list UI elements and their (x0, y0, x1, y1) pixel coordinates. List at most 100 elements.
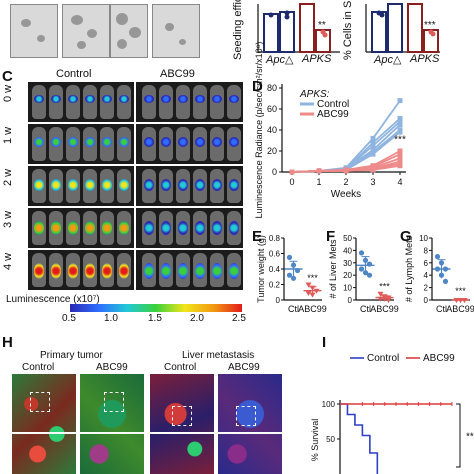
mouse-r4-3 (83, 253, 97, 287)
d-point-1-1-4 (397, 151, 403, 157)
e-ytick-label-4: 0.8 (269, 234, 281, 243)
col-control-label: Control (56, 68, 92, 80)
mouse-r3-4 (100, 211, 114, 245)
seeding-chart-left (257, 3, 340, 53)
mouse-r1-3 (83, 127, 97, 161)
mouse-r4-4 (100, 253, 114, 287)
i-legend-label-0: Control (367, 353, 399, 364)
mouse-r2-11 (227, 169, 241, 203)
d-xtick-label-1: 1 (316, 177, 321, 187)
i-sig-bracket (456, 403, 461, 468)
f-cat-0: Ctl (360, 304, 371, 314)
mouse-r1-7 (159, 127, 173, 161)
mouse-r3-5 (117, 211, 131, 245)
bar-apks-control (299, 3, 315, 53)
f-cat-1: ABC99 (370, 304, 399, 314)
panel-h-label: H (2, 334, 13, 351)
f-ytick-label-5: 50 (343, 234, 352, 243)
d-legend-label-1: ABC99 (317, 109, 349, 120)
mouse-r1-2 (66, 127, 80, 161)
g-dot-0-0 (434, 254, 441, 260)
d-point-1-5-2 (343, 168, 349, 174)
mouse-r3-7 (159, 211, 173, 245)
mouse-r2-4 (100, 169, 114, 203)
d-xtick-label-2: 2 (343, 177, 348, 187)
d-ytick-label-1: 20 (267, 146, 277, 156)
mouse-r0-0 (32, 85, 46, 119)
f-ytick-label-3: 30 (343, 259, 352, 268)
group-apc-right: Apc△ (374, 54, 402, 66)
mouse-r3-10 (210, 211, 224, 245)
f-annotation: *** (379, 282, 390, 292)
h-abc99-2: ABC99 (228, 362, 260, 373)
f-dot-1-0 (377, 291, 384, 297)
mouse-r3-0 (32, 211, 46, 245)
d-legend-title: APKS: (299, 89, 330, 100)
i-ytick-label-0: 100 (322, 400, 336, 409)
d-ytick-label-2: 40 (267, 125, 277, 135)
mouse-r0-4 (100, 85, 114, 119)
g-annotation: *** (455, 286, 466, 296)
d-point-0-2-3 (370, 143, 376, 149)
mouse-r3-11 (227, 211, 241, 245)
d-point-0-2-4 (397, 119, 403, 125)
f-ytick-label-0: 0 (348, 296, 353, 305)
f-dot-0-0 (358, 250, 365, 256)
mouse-r1-1 (49, 127, 63, 161)
mouse-r1-11 (227, 127, 241, 161)
d-point-1-0-4 (397, 148, 403, 154)
d-annotation: *** (394, 135, 406, 146)
inset-box-2 (104, 392, 124, 412)
mouse-r0-6 (142, 85, 156, 119)
colony-image-3 (110, 4, 148, 58)
d-point-1-5-0 (289, 169, 295, 175)
mouse-r2-6 (142, 169, 156, 203)
mouse-r1-5 (117, 127, 131, 161)
mouse-r1-10 (210, 127, 224, 161)
inset-box-1 (30, 392, 50, 412)
d-xtick-label-0: 0 (289, 177, 294, 187)
colorbar-ticks: 0.5 1.0 1.5 2.0 2.5 (62, 313, 252, 325)
h-control-2: Control (164, 362, 197, 373)
micro-primary-control (12, 374, 76, 474)
e-annotation: *** (307, 273, 318, 283)
d-legend-label-0: Control (317, 99, 349, 110)
mouse-r4-11 (227, 253, 241, 287)
mouse-r4-2 (66, 253, 80, 287)
g-cat-0: Ctl (436, 304, 447, 314)
mouse-r1-9 (193, 127, 207, 161)
mouse-r3-3 (83, 211, 97, 245)
f-dot-0-5 (366, 272, 373, 278)
panel-d-label: D (252, 78, 263, 95)
mouse-r2-0 (32, 169, 46, 203)
sig-right: *** (424, 20, 436, 31)
mouse-r3-9 (193, 211, 207, 245)
tick-1.5: 1.5 (148, 313, 162, 324)
mouse-r3-6 (142, 211, 156, 245)
sphase-chart-right (365, 3, 440, 53)
panel-c-label: C (2, 68, 13, 85)
g-ytick-label-1: 2 (424, 284, 429, 293)
d-xlabel: Weeks (331, 189, 361, 200)
mouse-r0-9 (193, 85, 207, 119)
panel-f-label: F (326, 228, 336, 245)
f-ytick-label-4: 40 (343, 246, 352, 255)
mouse-r1-6 (142, 127, 156, 161)
mouse-r4-7 (159, 253, 173, 287)
colony-image-4 (152, 4, 200, 58)
inset-box-4 (236, 406, 256, 426)
mouse-r0-2 (66, 85, 80, 119)
g-ytick-label-4: 8 (424, 246, 429, 255)
mouse-r1-4 (100, 127, 114, 161)
g-dot-0-5 (442, 278, 449, 284)
d-xtick-label-4: 4 (397, 177, 402, 187)
e-dot-1-3 (305, 291, 312, 297)
mouse-r0-1 (49, 85, 63, 119)
d-point-0-1-3 (370, 140, 376, 146)
mouse-r3-2 (66, 211, 80, 245)
seeding-charts (257, 3, 440, 53)
e-dot-0-3 (286, 272, 293, 278)
f-dot-1-5 (385, 298, 392, 303)
group-apks-left: APKS (302, 53, 332, 65)
